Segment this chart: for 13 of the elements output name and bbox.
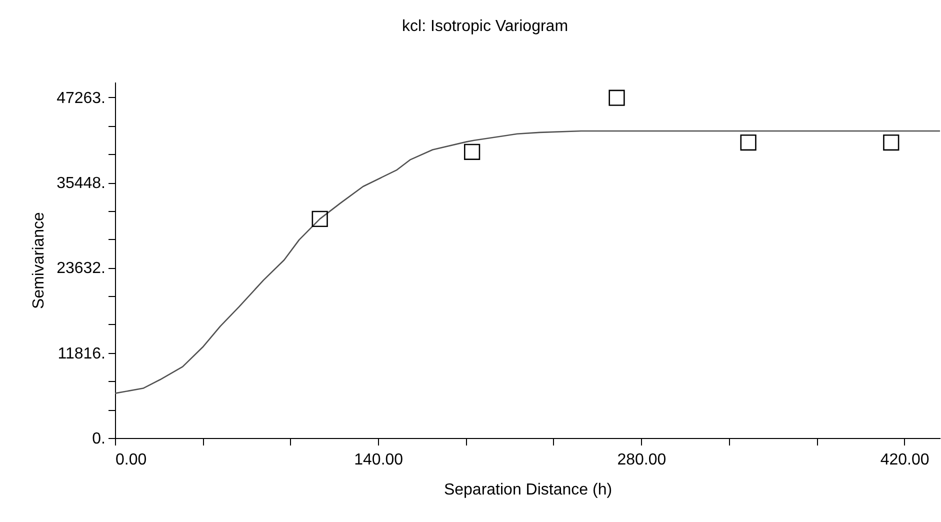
x-tick-label: 140.00: [354, 452, 404, 468]
chart-title: kcl: Isotropic Variogram: [402, 18, 568, 35]
x-tick-label: 0.00: [116, 452, 147, 468]
y-tick-label: 0.: [92, 430, 106, 448]
x-tick-label: 420.00: [880, 452, 930, 468]
line-series: [115, 130, 940, 394]
y-axis-title: Semivariance: [30, 212, 48, 309]
x-tick-label: 280.00: [617, 452, 666, 468]
x-axis-title: Separation Distance (h): [444, 482, 612, 498]
y-tick-label: 47263.: [56, 90, 106, 107]
y-tick-label: 11816.: [58, 345, 106, 362]
y-tick-label: 35448.: [56, 175, 106, 192]
y-tick-label: 23632.: [56, 260, 106, 278]
